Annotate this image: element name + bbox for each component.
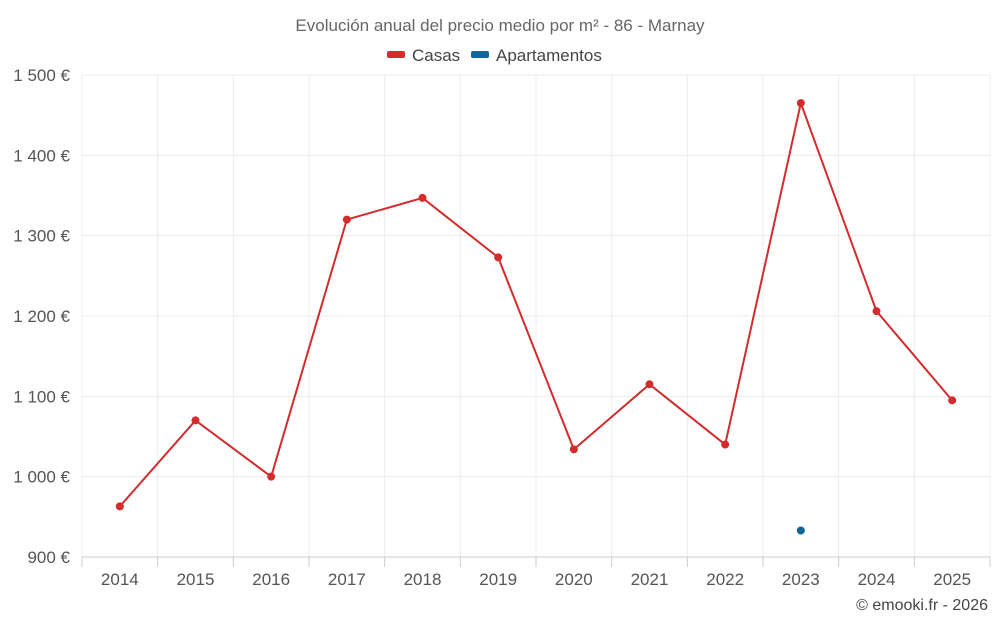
x-gridlines [81, 75, 991, 567]
y-tick-label-1400: 1 400 € [13, 146, 70, 165]
point-casas-2015[interactable] [191, 416, 200, 425]
legend-swatch-apartamentos [471, 51, 489, 58]
point-casas-2020[interactable] [569, 445, 578, 454]
y-tick-label-1200: 1 200 € [13, 307, 70, 326]
legend-item-apartamentos[interactable]: Apartamentos [471, 46, 602, 65]
series-casas [115, 99, 957, 511]
point-casas-2024[interactable] [872, 307, 881, 316]
y-tick-label-1300: 1 300 € [13, 227, 70, 246]
point-apartamentos-2023[interactable] [796, 526, 805, 535]
y-tick-label-1500: 1 500 € [13, 66, 70, 85]
x-axis-labels: 2014 2015 2016 2017 2018 2019 2020 2021 2022 2023… [101, 570, 971, 589]
x-tick-label-2025: 2025 [933, 570, 971, 589]
point-casas-2021[interactable] [645, 380, 654, 389]
y-tick-label-1000: 1 000 € [13, 468, 70, 487]
legend-item-casas[interactable]: Casas [387, 46, 460, 65]
legend-swatch-casas [387, 51, 405, 58]
point-casas-2022[interactable] [721, 440, 730, 449]
x-tick-label-2024: 2024 [858, 570, 896, 589]
x-tick-label-2019: 2019 [479, 570, 517, 589]
point-casas-2016[interactable] [267, 472, 276, 481]
point-casas-2018[interactable] [418, 193, 427, 202]
legend: Casas Apartamentos [387, 46, 602, 65]
point-casas-2025[interactable] [948, 396, 957, 405]
point-casas-2014[interactable] [115, 502, 124, 511]
x-tick-label-2023: 2023 [782, 570, 820, 589]
legend-label-apartamentos: Apartamentos [496, 46, 602, 65]
point-casas-2017[interactable] [342, 215, 351, 224]
x-tick-label-2017: 2017 [328, 570, 366, 589]
x-tick-label-2015: 2015 [177, 570, 215, 589]
y-axis-labels: 900 € 1 000 € 1 100 € 1 200 € 1 300 € 1 400 €… [13, 66, 70, 567]
x-tick-label-2016: 2016 [252, 570, 290, 589]
y-tick-label-900: 900 € [27, 548, 70, 567]
x-tick-label-2020: 2020 [555, 570, 593, 589]
x-tick-label-2014: 2014 [101, 570, 139, 589]
credit-text: © emooki.fr - 2026 [856, 597, 988, 614]
series-layer [115, 99, 957, 535]
point-casas-2023[interactable] [796, 99, 805, 108]
x-tick-label-2018: 2018 [404, 570, 442, 589]
x-tick-label-2022: 2022 [706, 570, 744, 589]
series-apartamentos [796, 526, 805, 535]
legend-label-casas: Casas [412, 46, 460, 65]
point-casas-2019[interactable] [494, 253, 503, 262]
chart-title: Evolución anual del precio medio por m² … [295, 16, 705, 35]
y-tick-label-1100: 1 100 € [13, 387, 70, 406]
series-line-casas [119, 102, 953, 508]
x-tick-label-2021: 2021 [631, 570, 669, 589]
